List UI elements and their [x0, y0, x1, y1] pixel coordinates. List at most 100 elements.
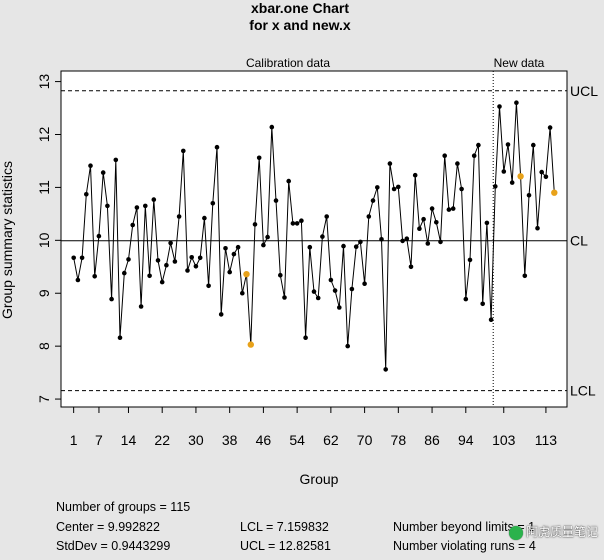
data-point — [400, 238, 405, 244]
data-point — [273, 198, 279, 203]
data-point — [147, 273, 152, 279]
data-point — [105, 203, 110, 209]
data-point — [176, 214, 182, 219]
data-point — [366, 214, 372, 219]
data-point — [391, 186, 397, 192]
y-tick-label: 13 — [36, 74, 52, 90]
data-point — [375, 185, 380, 190]
x-tick-label: 38 — [222, 432, 238, 448]
data-point — [412, 172, 418, 178]
section-label-new: New data — [494, 56, 545, 70]
data-point — [341, 243, 346, 249]
data-point — [315, 295, 321, 301]
x-tick-label: 103 — [492, 432, 516, 448]
data-point — [526, 193, 532, 198]
data-point — [442, 153, 448, 158]
data-point — [488, 317, 494, 323]
x-tick-label: 113 — [535, 432, 558, 448]
data-point — [189, 254, 194, 260]
data-point — [96, 233, 102, 239]
data-point — [299, 218, 304, 223]
data-point — [155, 258, 161, 263]
data-point — [459, 186, 464, 192]
data-point — [522, 273, 528, 279]
data-point — [181, 148, 186, 154]
data-point — [480, 301, 486, 307]
data-point — [493, 184, 498, 189]
y-tick-label: 12 — [36, 126, 52, 142]
data-point — [256, 155, 262, 161]
data-point — [143, 203, 148, 209]
data-point — [383, 367, 389, 372]
data-point — [332, 288, 338, 293]
data-point — [434, 220, 439, 225]
data-point — [362, 281, 367, 287]
data-point — [425, 241, 431, 246]
x-tick-label: 70 — [357, 432, 373, 448]
data-point — [100, 170, 106, 175]
data-point — [396, 184, 401, 190]
data-point — [484, 220, 490, 226]
stat-center: Center = 9.992822 — [56, 520, 160, 534]
violation-point — [517, 173, 524, 180]
y-axis-label: Group summary statistics — [0, 161, 15, 319]
watermark-text: 阿虎质量笔记 — [525, 525, 598, 539]
stat-beyond: Number beyond limits = 1 — [393, 520, 536, 534]
stat-lcl: LCL = 7.159832 — [240, 520, 329, 534]
y-tick-label: 7 — [36, 395, 52, 403]
data-point — [509, 180, 515, 185]
x-tick-label: 54 — [289, 432, 305, 448]
data-point — [370, 198, 376, 203]
data-point — [282, 295, 287, 300]
data-point — [303, 335, 308, 341]
section-label-calibration: Calibration data — [246, 56, 330, 70]
stat-groups: Number of groups = 115 — [56, 500, 191, 514]
wechat-icon — [508, 525, 523, 540]
violation-point — [247, 341, 254, 348]
data-point — [168, 240, 173, 246]
data-point — [421, 216, 426, 222]
data-point — [84, 192, 89, 197]
data-point — [353, 244, 359, 249]
data-point — [202, 215, 207, 221]
data-point — [358, 239, 363, 245]
data-point — [497, 104, 502, 109]
data-point — [514, 100, 519, 105]
data-point — [122, 270, 127, 276]
data-point — [379, 237, 384, 242]
x-tick-label: 22 — [154, 432, 170, 448]
x-tick-label: 30 — [188, 432, 204, 448]
data-point — [138, 304, 144, 309]
chart-subtitle: for x and new.x — [249, 17, 351, 33]
data-point — [467, 257, 473, 263]
x-tick-label: 78 — [391, 432, 407, 448]
data-point — [109, 296, 114, 302]
chart-title: xbar.one Chart — [251, 0, 349, 16]
data-point — [265, 234, 270, 240]
data-point — [290, 221, 296, 226]
x-tick-label: 46 — [256, 432, 272, 448]
y-tick-label: 10 — [36, 232, 52, 248]
data-point — [164, 262, 169, 268]
data-point — [240, 290, 245, 296]
y-tick-label: 8 — [36, 342, 52, 350]
limit-label-ucl: UCL — [570, 83, 598, 99]
data-point — [75, 277, 81, 283]
data-point — [429, 206, 435, 211]
data-point — [227, 269, 232, 275]
xbar-chart: xbar.one Chart for x and new.x Calibrati… — [0, 0, 598, 487]
x-tick-label: 1 — [70, 432, 78, 448]
data-point — [417, 226, 422, 231]
data-point — [206, 283, 211, 289]
stat-ucl: UCL = 12.82581 — [240, 539, 331, 553]
plot-area — [60, 70, 568, 408]
x-tick-label: 86 — [424, 432, 440, 448]
data-point — [463, 296, 469, 302]
data-point — [324, 214, 330, 219]
x-tick-label: 7 — [95, 432, 103, 448]
data-point — [151, 197, 157, 202]
data-point — [328, 277, 334, 283]
data-point — [172, 259, 178, 264]
data-point — [543, 174, 549, 180]
data-point — [223, 246, 228, 251]
